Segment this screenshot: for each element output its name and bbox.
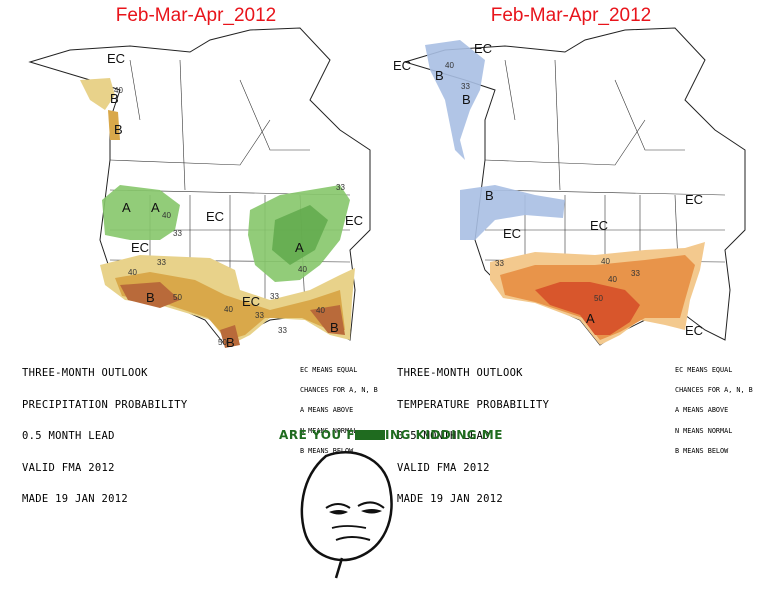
contour-label: 33 (495, 259, 504, 268)
legend-line: THREE-MONTH OUTLOOK (397, 367, 523, 379)
contour-label: 40 (298, 265, 307, 274)
label-below: B (226, 335, 235, 350)
key-line: N MEANS NORMAL (300, 426, 358, 435)
legend-line: VALID FMA 2012 (22, 461, 115, 474)
map-key: EC MEANS EQUAL CHANCES FOR A, N, B A MEA… (675, 353, 753, 469)
contour-label: 40 (128, 268, 137, 277)
contour-label: 40 (316, 306, 325, 315)
key-line: A MEANS ABOVE (675, 406, 729, 415)
contour-label: 33 (173, 229, 182, 238)
contour-label: 40 (162, 211, 171, 220)
label-above: A (586, 311, 595, 326)
label-above: A (295, 240, 304, 255)
label-below: B (462, 92, 471, 107)
legend-line: THREE-MONTH OUTLOOK (22, 367, 148, 379)
caption-start: ARE YOU F (279, 428, 356, 442)
above-region-northwest (102, 185, 180, 240)
label-ec: EC (131, 240, 149, 255)
label-ec: EC (107, 51, 125, 66)
contour-label: 40 (608, 275, 617, 284)
map-title: Feb-Mar-Apr_2012 (490, 5, 652, 26)
precipitation-map-graphic: EC EC EC EC EC A A A B B B B B 40 40 33 … (28, 27, 371, 350)
key-line: CHANCES FOR A, N, B (675, 385, 753, 394)
contour-label: 33 (461, 82, 470, 91)
key-line: N MEANS NORMAL (675, 426, 733, 435)
legend-line: MADE 19 JAN 2012 (22, 493, 128, 505)
contour-label: 33 (255, 311, 264, 320)
caption-end: ING KIDDING ME (385, 428, 503, 442)
label-below: B (110, 91, 119, 106)
below-region-alaska-coast (80, 78, 115, 110)
contour-label: 40 (224, 305, 233, 314)
label-below: B (114, 122, 123, 137)
label-ec: EC (242, 294, 260, 309)
label-below: B (435, 68, 444, 83)
contour-label: 33 (270, 292, 279, 301)
rage-face-icon (300, 451, 393, 579)
contour-label: 50 (173, 293, 182, 302)
precipitation-outlook-map: EC EC EC EC EC A A A B B B B B 40 40 33 … (10, 0, 382, 504)
label-ec: EC (393, 58, 411, 73)
contour-label: 33 (278, 326, 287, 335)
legend-line: 0.5 MONTH LEAD (397, 430, 490, 442)
key-line: B MEANS BELOW (675, 447, 729, 456)
label-below: B (485, 188, 494, 203)
key-line: CHANCES FOR A, N, B (300, 385, 378, 394)
key-line: EC MEANS EQUAL (300, 365, 358, 374)
map-legend: THREE-MONTH OUTLOOK TEMPERATURE PROBABIL… (397, 347, 549, 526)
contour-label: 50 (594, 294, 603, 303)
legend-line: MADE 19 JAN 2012 (397, 493, 503, 505)
label-above: A (122, 200, 131, 215)
legend-line: 0.5 MONTH LEAD (22, 430, 115, 442)
temperature-map-graphic: EC EC EC EC EC EC A B B B 40 33 33 40 50… (393, 27, 746, 346)
label-ec: EC (503, 226, 521, 241)
label-ec: EC (685, 323, 703, 338)
below-region-alaska (425, 40, 485, 160)
label-below: B (146, 290, 155, 305)
key-line: EC MEANS EQUAL (675, 365, 733, 374)
contour-label: 33 (157, 258, 166, 267)
label-above: A (151, 200, 160, 215)
contour-label: 33 (631, 269, 640, 278)
map-title: Feb-Mar-Apr_2012 (115, 5, 277, 26)
map-legend: THREE-MONTH OUTLOOK PRECIPITATION PROBAB… (22, 347, 188, 526)
below-region-northwest (460, 185, 565, 240)
contour-label: 50 (218, 338, 227, 347)
meme-caption: ARE YOU F ING KIDDING ME (0, 428, 782, 442)
contour-label: 40 (601, 257, 610, 266)
contour-label: 40 (114, 86, 123, 95)
label-ec: EC (345, 213, 363, 228)
temperature-outlook-map: EC EC EC EC EC EC A B B B 40 33 33 40 50… (385, 0, 757, 504)
legend-line: VALID FMA 2012 (397, 461, 490, 474)
label-ec: EC (474, 41, 492, 56)
contour-label: 33 (336, 183, 345, 192)
label-ec: EC (590, 218, 608, 233)
censor-bar (355, 430, 386, 440)
label-ec: EC (685, 192, 703, 207)
key-line: A MEANS ABOVE (300, 406, 354, 415)
contour-label: 40 (445, 61, 454, 70)
label-below: B (330, 320, 339, 335)
label-ec: EC (206, 209, 224, 224)
legend-line: TEMPERATURE PROBABILITY (397, 398, 550, 411)
legend-line: PRECIPITATION PROBABILITY (22, 398, 188, 411)
